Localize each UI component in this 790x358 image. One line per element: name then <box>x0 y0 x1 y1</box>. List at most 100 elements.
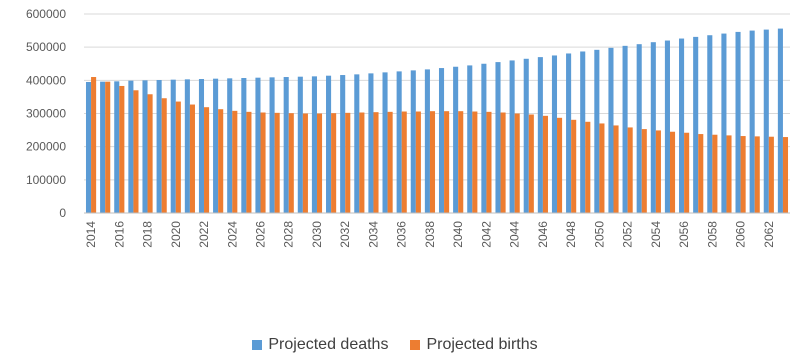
bar-births-2038 <box>429 111 436 213</box>
bar-deaths-2060 <box>735 31 741 213</box>
bar-deaths-2046 <box>537 57 543 214</box>
x-axis: 2014 2016 2018 2020 2022 2024 2026 2028 2030 2032… <box>84 212 790 248</box>
y-tick-label: 400000 <box>26 73 66 87</box>
bar-births-2025 <box>246 111 252 213</box>
bar-births-2057 <box>698 134 704 213</box>
y-axis: 0 100000 200000 300000 400000 500000 600000 <box>26 7 66 220</box>
x-tick-label: 2034 <box>366 221 380 248</box>
legend: Projected deaths Projected births <box>0 336 790 354</box>
x-tick-label: 2030 <box>310 221 324 248</box>
bar-births-2018 <box>147 94 153 213</box>
bar-deaths-2044 <box>509 60 515 214</box>
bar-deaths-2059 <box>721 33 727 213</box>
bar-births-2028 <box>288 113 294 213</box>
bar-births-2022 <box>204 107 210 213</box>
bar-deaths-2056 <box>679 38 685 213</box>
bar-deaths-2029 <box>297 76 303 213</box>
x-tick-label: 2020 <box>169 221 183 248</box>
bar-births-2045 <box>528 114 534 213</box>
legend-swatch-births <box>410 340 421 350</box>
bar-deaths-2052 <box>622 45 628 214</box>
x-tick-label: 2028 <box>282 221 296 248</box>
bar-deaths-2036 <box>396 71 402 213</box>
bar-births-2021 <box>189 104 195 213</box>
bar-deaths-2024 <box>227 78 233 213</box>
bar-births-2050 <box>599 123 605 213</box>
bar-births-2054 <box>655 130 661 213</box>
y-tick-label: 500000 <box>26 40 66 54</box>
bar-births-2019 <box>161 98 167 213</box>
bar-births-2040 <box>458 111 464 213</box>
bar-deaths-2045 <box>523 58 529 213</box>
bar-births-2060 <box>740 136 746 213</box>
bar-deaths-2034 <box>368 73 374 214</box>
x-tick-label: 2054 <box>649 221 663 248</box>
bar-births-2052 <box>627 127 633 213</box>
bar-deaths-2047 <box>551 55 558 214</box>
bar-births-2059 <box>726 135 732 213</box>
bar-births-2017 <box>133 90 139 213</box>
bar-births-2033 <box>359 112 365 213</box>
legend-item-deaths: Projected deaths <box>252 336 388 354</box>
y-tick-label: 100000 <box>26 173 66 187</box>
x-tick-label: 2040 <box>451 221 465 248</box>
bar-deaths-2020 <box>170 79 176 213</box>
bar-births-2027 <box>274 112 280 213</box>
x-tick-label: 2016 <box>112 221 126 248</box>
bar-births-2020 <box>175 101 181 213</box>
bar-deaths-2050 <box>594 49 600 213</box>
legend-label-deaths: Projected deaths <box>268 336 389 353</box>
bar-births-2024 <box>232 110 238 213</box>
y-tick-label: 0 <box>59 206 66 220</box>
bar-deaths-2057 <box>693 36 699 213</box>
bar-deaths-2028 <box>283 77 289 214</box>
bar-deaths-2061 <box>749 30 755 213</box>
bar-deaths-2014 <box>85 81 92 214</box>
bar-births-2042 <box>486 111 492 213</box>
x-tick-label: 2042 <box>479 221 493 248</box>
bar-deaths-2017 <box>128 80 134 213</box>
x-tick-label: 2046 <box>536 221 550 248</box>
x-tick-label: 2018 <box>141 221 155 248</box>
x-tick-label: 2026 <box>254 221 268 248</box>
bar-deaths-2063 <box>777 28 783 214</box>
x-tick-label: 2044 <box>508 221 522 248</box>
bar-births-2034 <box>373 112 379 213</box>
bar-deaths-2030 <box>311 76 317 213</box>
bar-deaths-2016 <box>114 81 120 213</box>
bar-deaths-2037 <box>410 70 416 213</box>
bars <box>85 28 789 214</box>
y-tick-label: 300000 <box>26 107 66 121</box>
bar-births-2055 <box>669 131 676 213</box>
bar-deaths-2040 <box>453 66 459 214</box>
bar-deaths-2021 <box>184 79 190 213</box>
x-tick-label: 2036 <box>395 221 409 248</box>
bar-births-2029 <box>302 113 308 213</box>
bar-births-2014 <box>91 77 97 214</box>
x-tick-label: 2056 <box>677 221 691 248</box>
bar-births-2044 <box>514 113 520 213</box>
x-tick-label: 2024 <box>225 221 239 248</box>
bar-deaths-2026 <box>255 77 261 214</box>
bar-deaths-2049 <box>580 51 586 214</box>
bar-births-2023 <box>218 109 224 213</box>
bar-births-2030 <box>316 113 323 213</box>
bar-births-2036 <box>401 111 407 213</box>
bar-births-2015 <box>105 81 111 213</box>
x-tick-label: 2032 <box>338 221 352 248</box>
bar-births-2032 <box>345 112 351 213</box>
bar-births-2031 <box>331 113 337 213</box>
x-tick-label: 2038 <box>423 221 437 248</box>
bar-births-2063 <box>782 137 789 213</box>
bar-births-2056 <box>684 132 690 213</box>
bar-deaths-2035 <box>382 72 388 214</box>
bar-births-2016 <box>119 85 125 213</box>
x-tick-label: 2050 <box>592 221 606 248</box>
bar-births-2026 <box>260 112 266 213</box>
bar-births-2051 <box>613 125 619 213</box>
bar-deaths-2051 <box>608 47 614 213</box>
bar-births-2061 <box>754 136 760 213</box>
bar-births-2041 <box>472 111 478 213</box>
bar-deaths-2038 <box>424 69 430 213</box>
bar-deaths-2015 <box>100 81 106 213</box>
